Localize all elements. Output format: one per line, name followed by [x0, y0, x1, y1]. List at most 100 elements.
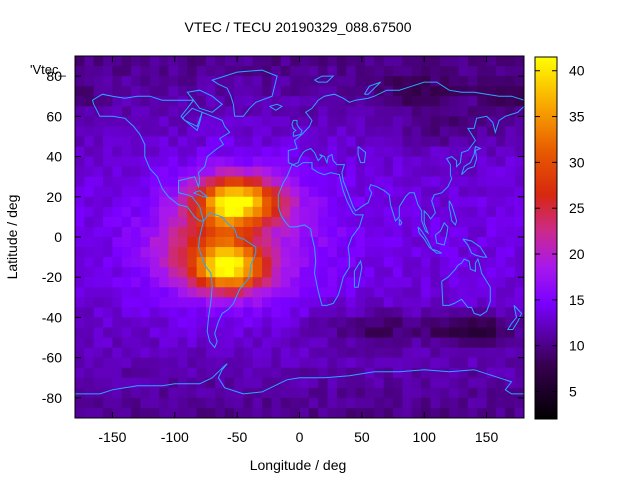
heatmap-cell	[402, 307, 413, 319]
heatmap-cell	[346, 387, 357, 399]
heatmap-cell	[355, 297, 366, 308]
heatmap-cell	[383, 347, 394, 359]
heatmap-cell	[411, 206, 422, 218]
heatmap-cell	[439, 126, 450, 138]
heatmap-cell	[402, 206, 413, 218]
heatmap-cell	[318, 297, 329, 308]
heatmap-cell	[121, 136, 132, 148]
heatmap-cell	[140, 317, 151, 329]
heatmap-cell	[224, 247, 235, 258]
heatmap-cell	[495, 156, 506, 168]
south-america-coast	[197, 212, 257, 349]
heatmap-cell	[383, 196, 394, 208]
heatmap-cell	[262, 317, 273, 329]
heatmap-cell	[346, 307, 357, 319]
heatmap-cell	[290, 297, 301, 308]
heatmap-cell	[336, 287, 347, 298]
heatmap-cell	[430, 156, 441, 168]
heatmap-cell	[477, 186, 488, 198]
heatmap-cell	[327, 86, 338, 97]
heatmap-cell	[103, 237, 114, 248]
heatmap-cell	[121, 287, 132, 298]
heatmap-cell	[505, 357, 516, 369]
heatmap-cell	[290, 116, 301, 127]
heatmap-cell	[243, 317, 254, 329]
heatmap-cell	[299, 106, 310, 117]
heatmap-cell	[421, 287, 432, 298]
heatmap-cell	[131, 56, 142, 67]
heatmap-cell	[196, 66, 207, 77]
heatmap-cell	[505, 307, 516, 319]
heatmap-cell	[168, 116, 179, 127]
heatmap-cell	[439, 156, 450, 168]
heatmap-cell	[252, 116, 263, 127]
heatmap-cell	[439, 287, 450, 298]
heatmap-cell	[477, 267, 488, 278]
heatmap-cell	[449, 116, 460, 127]
heatmap-cell	[224, 156, 235, 168]
heatmap-cell	[393, 196, 403, 208]
heatmap-cell	[159, 327, 170, 339]
heatmap-cell	[252, 126, 263, 138]
heatmap-cell	[271, 397, 282, 409]
heatmap-cell	[177, 267, 188, 278]
heatmap-cell	[355, 146, 366, 158]
heatmap-cell	[477, 126, 488, 138]
heatmap-cell	[467, 66, 478, 77]
heatmap-cell	[168, 327, 179, 339]
heatmap-cell	[280, 76, 291, 87]
heatmap-cell	[477, 347, 488, 359]
heatmap-cell	[346, 297, 357, 308]
heatmap-cell	[187, 186, 198, 198]
heatmap-cell	[505, 136, 516, 148]
heatmap-cell	[430, 237, 441, 248]
heatmap-cell	[477, 146, 488, 158]
heatmap-cell	[234, 56, 244, 67]
heatmap-cell	[168, 106, 179, 117]
heatmap-cell	[421, 56, 432, 67]
heatmap-cell	[140, 206, 151, 218]
heatmap-cell	[187, 156, 198, 168]
heatmap-cell	[486, 267, 497, 278]
heatmap-cell	[262, 136, 273, 148]
heatmap-cell	[75, 347, 85, 359]
heatmap-cell	[402, 116, 413, 127]
heatmap-cell	[121, 347, 132, 359]
heatmap-cell	[411, 116, 422, 127]
heatmap-cell	[205, 166, 216, 178]
heatmap-cell	[75, 156, 85, 168]
heatmap-cell	[149, 176, 160, 188]
heatmap-cell	[159, 377, 170, 389]
heatmap-cell	[449, 216, 460, 228]
heatmap-cell	[262, 86, 273, 97]
heatmap-cell	[402, 277, 413, 288]
heatmap-cell	[93, 76, 104, 87]
heatmap-cell	[477, 367, 488, 379]
heatmap-cell	[112, 106, 123, 117]
heatmap-cell	[393, 106, 403, 117]
heatmap-cell	[243, 156, 254, 168]
heatmap-cell	[505, 176, 516, 188]
heatmap-cell	[327, 116, 338, 127]
heatmap-cell	[421, 307, 432, 319]
heatmap-cell	[327, 337, 338, 349]
heatmap-cell	[439, 297, 450, 308]
heatmap-cell	[224, 277, 235, 288]
heatmap-cell	[112, 317, 123, 329]
heatmap-cell	[168, 317, 179, 329]
heatmap-cell	[514, 56, 524, 67]
heatmap-cell	[486, 257, 497, 268]
heatmap-cell	[84, 287, 95, 298]
heatmap-cell	[495, 96, 506, 107]
heatmap-cell	[458, 367, 469, 379]
heatmap-cell	[336, 267, 347, 278]
heatmap-cell	[224, 166, 235, 178]
heatmap-cell	[271, 186, 282, 198]
colorbar-tick-label: 30	[569, 154, 585, 170]
heatmap-cell	[280, 237, 291, 248]
heatmap-cell	[514, 377, 524, 389]
heatmap-cell	[112, 96, 123, 107]
heatmap-cell	[355, 126, 366, 138]
heatmap-cell	[411, 166, 422, 178]
heatmap-cell	[477, 277, 488, 288]
